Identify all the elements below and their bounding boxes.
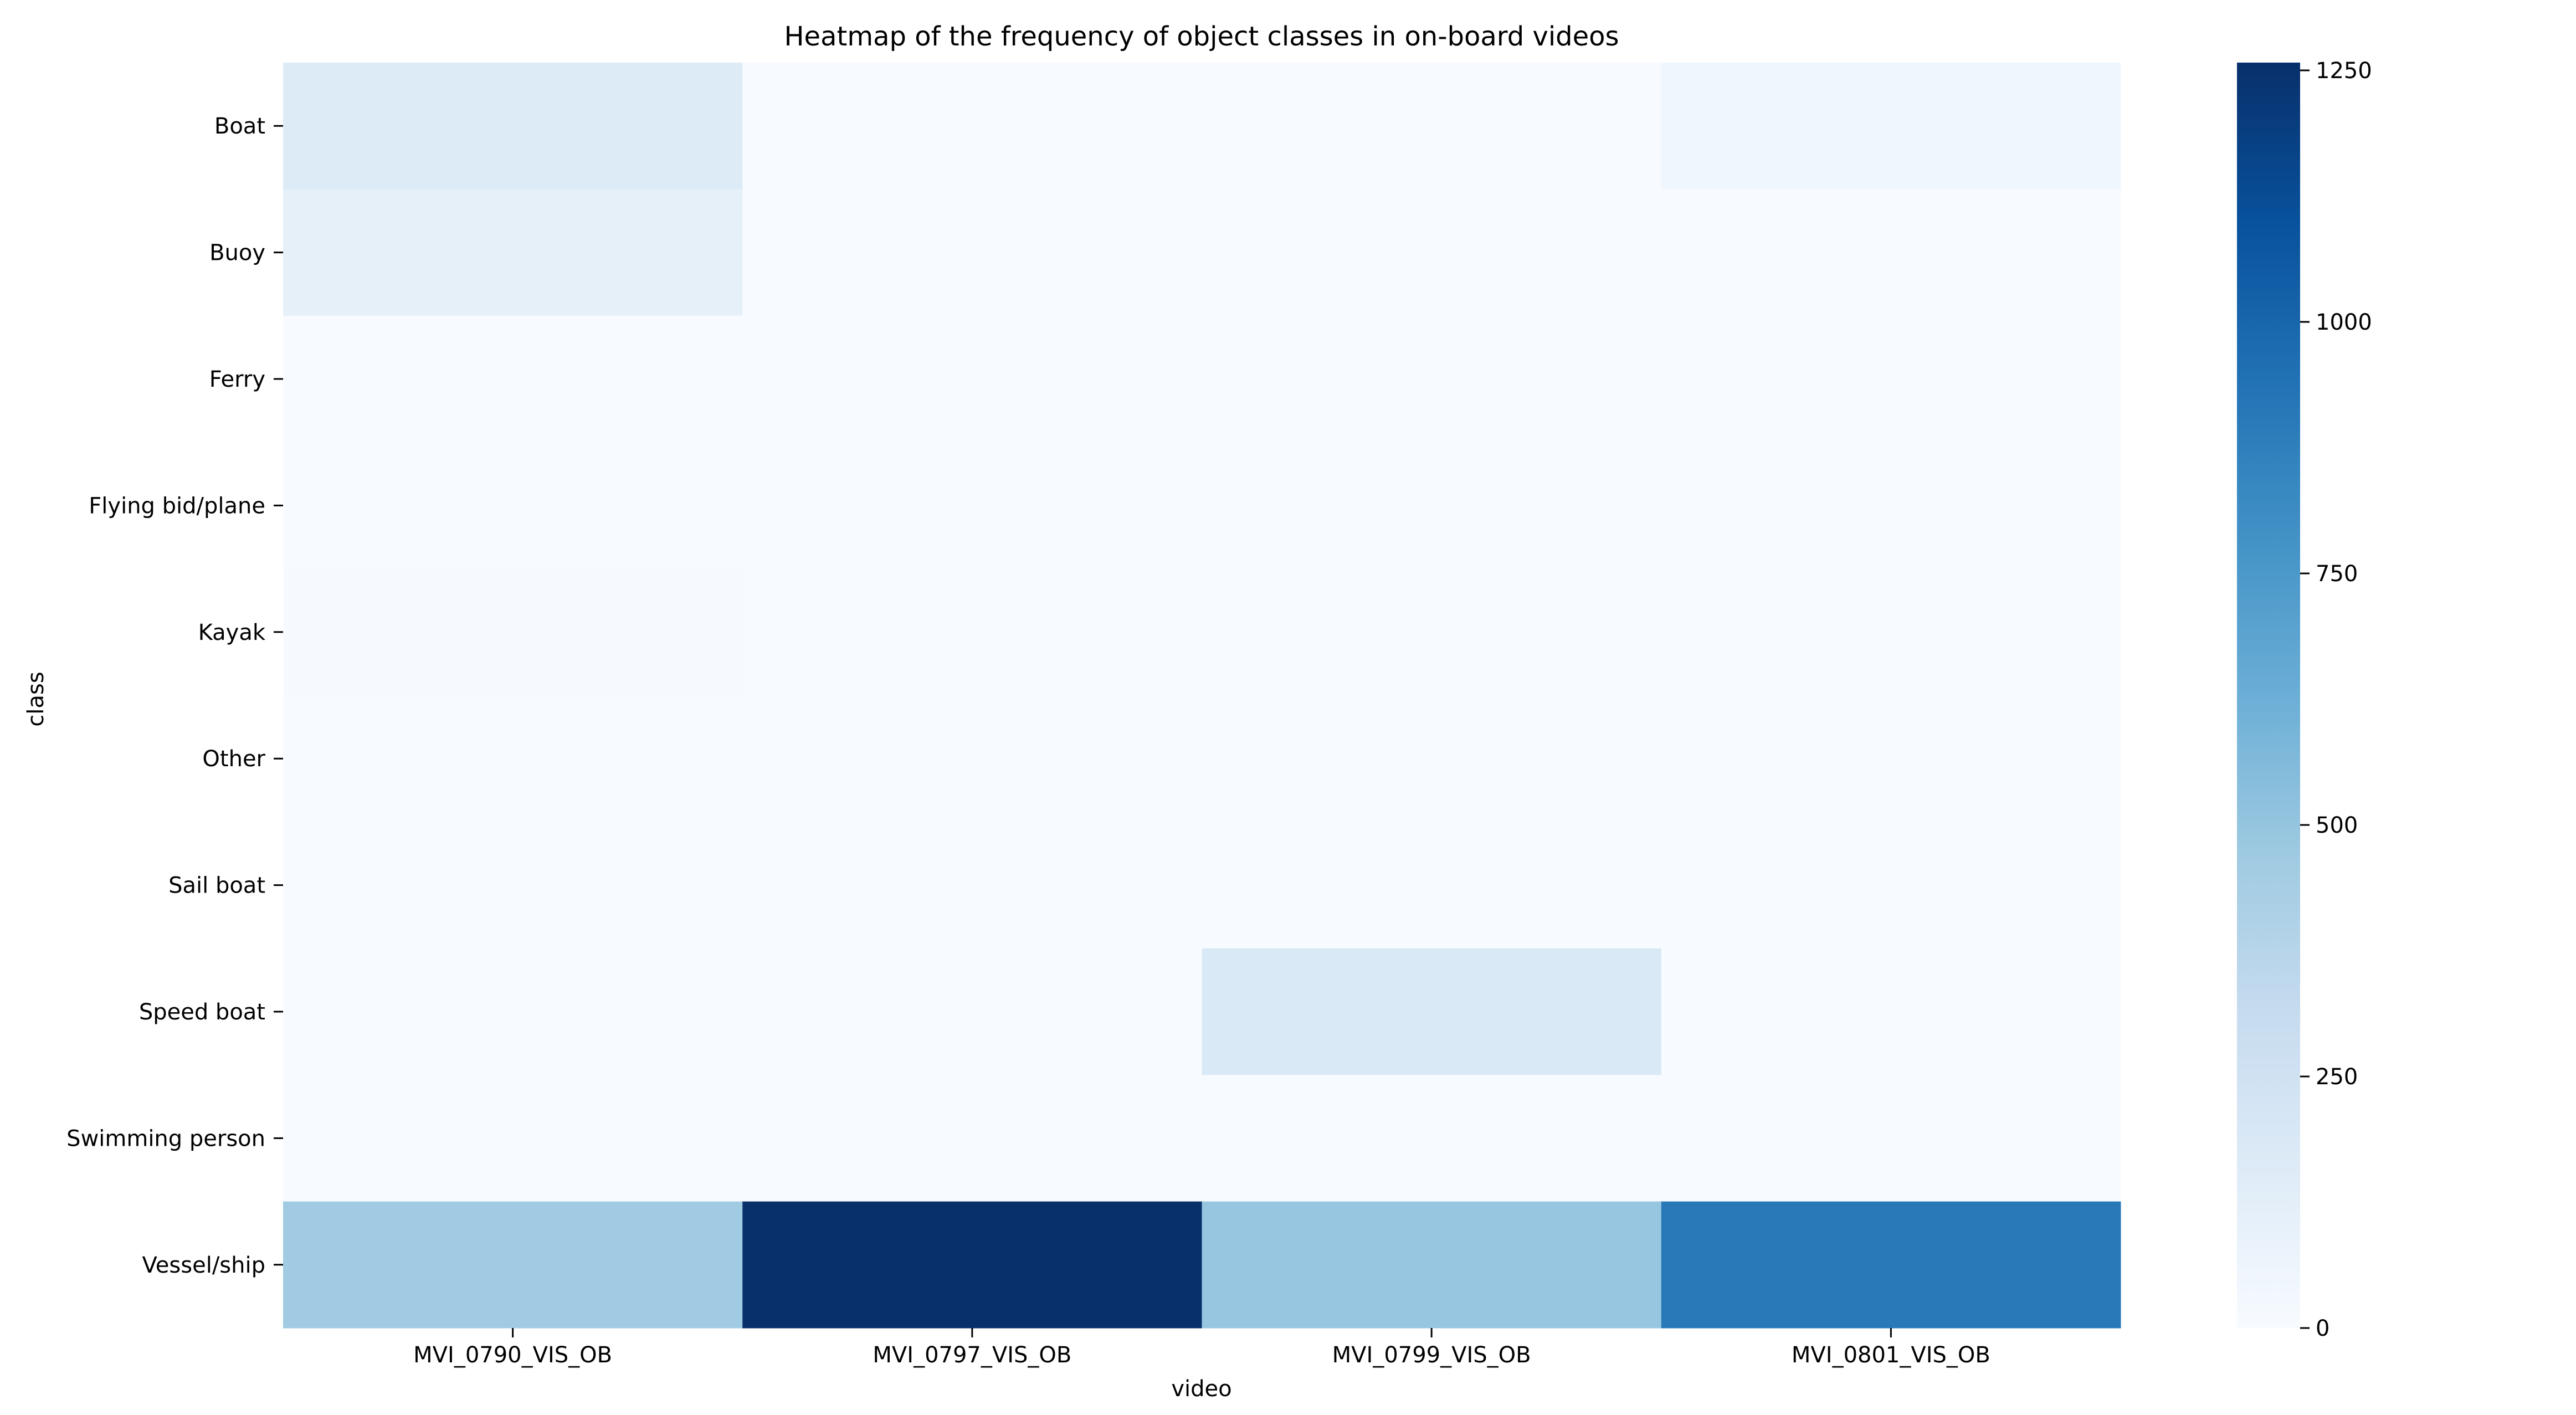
colorbar-tick-label: 1250 — [2316, 58, 2372, 84]
heatmap-cell — [283, 948, 743, 1075]
y-tick-label: Vessel/ship — [142, 1253, 265, 1278]
heatmap-cell — [283, 189, 743, 316]
heatmap-cell — [1202, 1075, 1662, 1202]
heatmap-cell — [283, 822, 743, 949]
heatmap-cell — [742, 315, 1202, 443]
y-axis-label: class — [23, 671, 49, 726]
x-tick-label: MVI_0797_VIS_OB — [873, 1342, 1071, 1368]
x-axis-ticks: MVI_0790_VIS_OB MVI_0797_VIS_OB MVI_0799_V… — [413, 1328, 1990, 1368]
heatmap-cell — [1661, 1201, 2121, 1329]
heatmap-cell — [742, 1201, 1202, 1329]
colorbar-tick-label: 0 — [2316, 1316, 2329, 1341]
y-tick-label: Kayak — [198, 620, 266, 645]
x-tick-label: MVI_0799_VIS_OB — [1332, 1342, 1531, 1368]
heatmap-cell — [283, 63, 743, 189]
y-tick-label: Sail boat — [168, 873, 265, 899]
x-tick-label: MVI_0801_VIS_OB — [1792, 1342, 1990, 1368]
heatmap-cell — [1661, 189, 2121, 316]
y-tick-label: Buoy — [209, 240, 265, 266]
heatmap-cell — [1661, 442, 2121, 570]
heatmap-cell — [1661, 568, 2121, 696]
heatmap-cell — [742, 1075, 1202, 1202]
y-tick-label: Swimming person — [66, 1126, 265, 1151]
colorbar-tick-label: 250 — [2316, 1064, 2358, 1090]
heatmap-cell — [283, 568, 743, 696]
colorbar-tick-label: 500 — [2316, 813, 2358, 838]
heatmap-cell — [283, 1201, 743, 1329]
y-tick-label: Other — [202, 746, 265, 772]
heatmap-cell — [1202, 189, 1662, 316]
heatmap-cell — [1661, 695, 2121, 822]
colorbar-tick-label: 1000 — [2316, 310, 2372, 335]
heatmap-cell — [742, 442, 1202, 570]
heatmap-cell — [1202, 1201, 1662, 1329]
heatmap-cell — [1202, 822, 1662, 949]
heatmap-cell — [742, 63, 1202, 189]
heatmap-cell — [742, 948, 1202, 1075]
heatmap-cell — [1202, 695, 1662, 822]
heatmap-cell — [1661, 1075, 2121, 1202]
heatmap-cell — [1202, 63, 1662, 189]
colorbar-tick-label: 750 — [2316, 561, 2358, 587]
heatmap-cell — [742, 189, 1202, 316]
heatmap-cell — [1661, 822, 2121, 949]
colorbar-ticks: 0 250 500 750 1000 1250 — [2300, 58, 2372, 1341]
x-axis-label: video — [1171, 1376, 1231, 1402]
heatmap-cell — [1202, 948, 1662, 1075]
y-tick-label: Ferry — [209, 367, 265, 392]
heatmap-cell — [1661, 315, 2121, 443]
y-tick-label: Speed boat — [139, 999, 265, 1025]
colorbar — [2237, 63, 2300, 1328]
chart-title: Heatmap of the frequency of object class… — [784, 21, 1619, 52]
heatmap-cell — [1661, 63, 2121, 189]
heatmap-cell — [742, 822, 1202, 949]
heatmap-cell — [1202, 315, 1662, 443]
x-tick-label: MVI_0790_VIS_OB — [413, 1342, 612, 1368]
heatmap-cell — [1202, 568, 1662, 696]
heatmap-cell — [283, 442, 743, 570]
heatmap-cell — [1202, 442, 1662, 570]
y-axis-ticks: Boat Buoy Ferry Flying bid/plane Kayak Other S… — [66, 114, 283, 1278]
heatmap-cell — [1661, 948, 2121, 1075]
heatmap-cell — [742, 695, 1202, 822]
heatmap-cell — [283, 695, 743, 822]
heatmap-cells — [283, 63, 2121, 1329]
heatmap-cell — [283, 315, 743, 443]
y-tick-label: Boat — [214, 114, 265, 139]
y-tick-label: Flying bid/plane — [89, 493, 265, 519]
heatmap-cell — [283, 1075, 743, 1202]
heatmap-cell — [742, 568, 1202, 696]
